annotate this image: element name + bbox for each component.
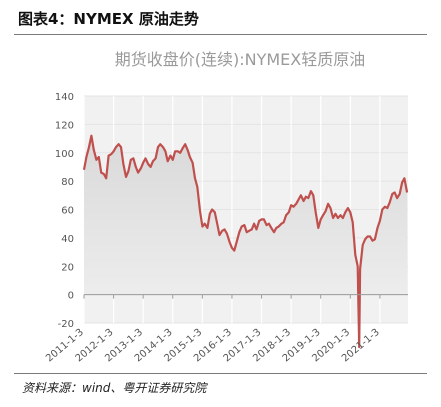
y-tick-label: -20 (58, 319, 74, 330)
series-line-group (82, 134, 409, 349)
price-chart: 期货收盘价(连续):NYMEX轻质原油 -20 0 20 40 60 80 100 120 14… (44, 50, 409, 364)
y-tick-label: 20 (61, 262, 74, 273)
source-note: 资料来源：wind、粤开证券研究院 (22, 381, 207, 395)
figure-label: 图表4：NYMEX 原油走势 (18, 10, 199, 28)
top-divider (14, 34, 427, 35)
y-tick-label: 40 (61, 234, 74, 245)
y-tick-label: 80 (61, 177, 74, 188)
y-tick-label: 60 (61, 206, 74, 217)
bottom-divider (14, 373, 427, 374)
y-tick-label: 100 (55, 149, 74, 160)
chart-title: 期货收盘价(连续):NYMEX轻质原油 (115, 50, 366, 69)
y-tick-label: 120 (55, 120, 74, 131)
series-line (82, 134, 409, 349)
y-tick-label: 140 (55, 92, 74, 103)
y-axis: -20 0 20 40 60 80 100 120 140 (55, 92, 74, 330)
y-tick-label: 0 (68, 291, 74, 302)
